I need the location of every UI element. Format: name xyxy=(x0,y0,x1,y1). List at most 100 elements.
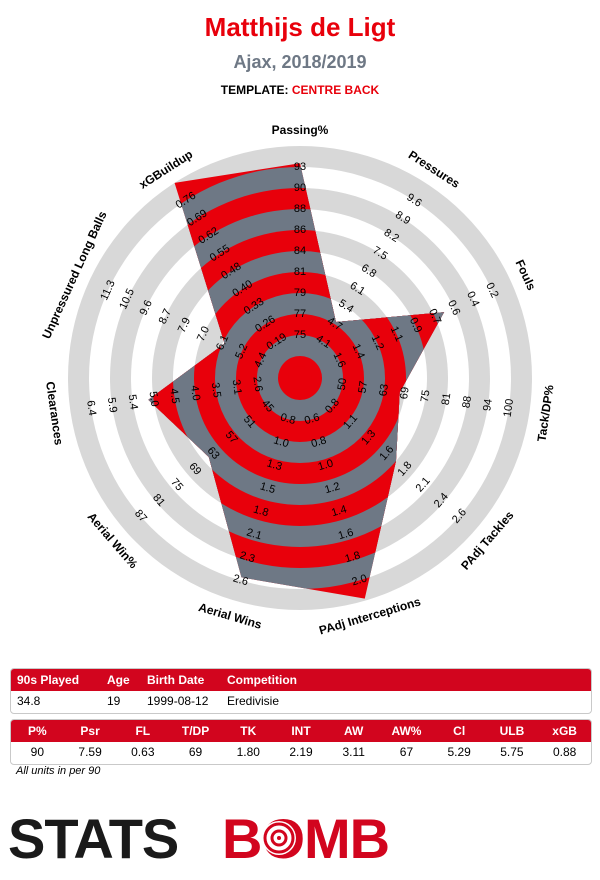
radar-tick-label: 75 xyxy=(294,329,306,341)
info-value-cell: 19 xyxy=(107,694,121,708)
radar-tick-label: 1.4 xyxy=(350,342,367,361)
logo-text-bomb: BOMB xyxy=(222,808,389,868)
radar-tick-label: 0.4 xyxy=(464,290,481,309)
radar-axis-label: Clearances xyxy=(43,381,66,447)
radar-tick-label: 0.8 xyxy=(279,411,297,427)
stats-header-cell: FL xyxy=(135,724,151,738)
radar-tick-label: 88 xyxy=(460,395,474,409)
stats-value-cell: 7.59 xyxy=(78,745,102,759)
player-name: Matthijs de Ligt xyxy=(204,12,396,42)
radar-tick-label: 1.1 xyxy=(388,325,405,344)
radar-tick-label: 88 xyxy=(294,203,306,215)
stats-value-cell: 67 xyxy=(399,745,414,759)
radar-tick-label: 0.6 xyxy=(445,298,462,317)
logo-target-icon xyxy=(262,821,296,855)
info-value-cell: Eredivisie xyxy=(227,694,280,708)
info-value-cell: 34.8 xyxy=(17,694,41,708)
stats-table: P% Psr FL T/DP TK INT AW AW% Cl ULB xGB 90 7.59 0.63… xyxy=(10,719,592,765)
radar-tick-label: 84 xyxy=(294,245,306,257)
radar-tick-label: 9.6 xyxy=(138,298,155,317)
radar-tick-label: 1.0 xyxy=(272,434,290,450)
radar-tick-label: 5.4 xyxy=(126,394,140,411)
radar-tick-label: 69 xyxy=(398,386,412,400)
radar-tick-label: 1.3 xyxy=(265,457,283,473)
radar-tick-label: 5.2 xyxy=(233,342,250,361)
stats-header-cell: TK xyxy=(240,724,257,738)
info-header-cell: Age xyxy=(107,673,130,687)
footnote: All units in per 90 xyxy=(16,765,101,777)
stats-header-cell: ULB xyxy=(499,724,525,738)
stats-value-cell: 3.11 xyxy=(342,745,365,759)
radar-axis-label: Passing% xyxy=(272,123,329,137)
stats-header-cell: T/DP xyxy=(181,724,210,738)
radar-axis-label: Fouls xyxy=(513,258,539,293)
stats-value-cell: 0.88 xyxy=(552,745,577,759)
radar-tick-label: 2.6 xyxy=(232,573,250,589)
radar-tick-label: 3.5 xyxy=(209,382,223,399)
stats-value-cell: 0.63 xyxy=(131,745,155,759)
radar-tick-label: 63 xyxy=(377,383,391,397)
radar-tick-label: 1.5 xyxy=(259,480,277,496)
radar-tick-label: 50 xyxy=(336,377,350,391)
statsbomb-logo: STATS BOMB xyxy=(8,807,408,870)
stats-header-cell: Cl xyxy=(453,724,466,738)
radar-tick-label: 0.6 xyxy=(303,411,321,427)
radar-tick-label: 1.8 xyxy=(252,503,270,519)
stats-value-cell: 5.29 xyxy=(447,745,471,759)
radar-tick-label: 6.4 xyxy=(84,400,98,417)
radar-tick-label: 1.2 xyxy=(369,333,386,352)
stats-value-cell: 5.75 xyxy=(500,745,524,759)
stats-header-cell: AW xyxy=(344,724,364,738)
radar-tick-label: 2.0 xyxy=(350,573,368,589)
stats-value-cell: 90 xyxy=(30,745,45,759)
template-value: CENTRE BACK xyxy=(291,83,380,97)
radar-tick-label: 7.9 xyxy=(176,316,193,335)
radar-tick-label: 75 xyxy=(419,389,433,403)
radar-tick-label: 2.6 xyxy=(250,376,264,393)
radar-tick-label: 57 xyxy=(357,380,371,394)
radar-tick-label: 81 xyxy=(294,266,306,278)
radar-tick-label: 8.7 xyxy=(157,307,174,326)
radar-tick-label: 4.4 xyxy=(252,351,269,370)
radar-tick-label: 2.3 xyxy=(238,550,256,566)
radar-tick-label: 3.1 xyxy=(230,379,244,396)
radar-tick-label: 79 xyxy=(294,287,306,299)
logo-text-stats: STATS xyxy=(8,808,178,868)
radar-tick-label: 1.0 xyxy=(317,457,335,473)
radar-tick-label: 1.2 xyxy=(323,480,341,496)
info-header-cell: 90s Played xyxy=(17,673,80,687)
radar-axis-label: Tack/DP% xyxy=(534,384,556,443)
template-line: TEMPLATE: CENTRE BACK xyxy=(0,83,600,97)
radar-hub xyxy=(288,366,312,390)
team-season: Ajax, 2018/2019 xyxy=(233,52,367,72)
info-value-cell: 1999-08-12 xyxy=(147,694,209,708)
radar-tick-label: 5.9 xyxy=(105,397,119,414)
stats-header-cell: INT xyxy=(291,724,311,738)
radar-tick-label: 5.0 xyxy=(146,391,160,408)
radar-tick-label: 1.8 xyxy=(344,550,362,566)
radar-tick-label: 1.6 xyxy=(330,351,347,370)
stats-header-cell: AW% xyxy=(391,724,422,738)
stats-table-header: P% Psr FL T/DP TK INT AW AW% Cl ULB xGB xyxy=(11,720,591,742)
info-header-cell: Competition xyxy=(227,673,297,687)
radar-tick-label: 0.2 xyxy=(483,281,500,300)
radar-tick-label: 0.7 xyxy=(426,307,443,326)
stats-header-cell: P% xyxy=(28,724,47,738)
stats-value-cell: 2.19 xyxy=(289,745,313,759)
radar-tick-label: 7.0 xyxy=(195,325,212,344)
radar-tick-label: 90 xyxy=(294,182,306,194)
radar-tick-label: 2.1 xyxy=(245,526,263,542)
radar-tick-label: 77 xyxy=(294,308,306,320)
stats-table-row: 90 7.59 0.63 69 1.80 2.19 3.11 67 5.29 5.75 0.88 xyxy=(11,742,591,762)
stats-header-cell: Psr xyxy=(80,724,100,738)
radar-tick-label: 1.6 xyxy=(337,526,355,542)
radar-tick-label: 6.1 xyxy=(214,333,231,352)
radar-tick-label: 100 xyxy=(502,398,516,418)
radar-tick-label: 0.8 xyxy=(310,434,328,450)
stats-value-cell: 69 xyxy=(188,745,203,759)
template-label: TEMPLATE: xyxy=(220,83,289,97)
radar-tick-label: 86 xyxy=(294,224,306,236)
radar-tick-label: 1.4 xyxy=(330,503,348,519)
radar-tick-label: 94 xyxy=(481,398,495,412)
radar-chart: 757779818486889093Passing%4.14.75.46.16.… xyxy=(39,123,556,637)
